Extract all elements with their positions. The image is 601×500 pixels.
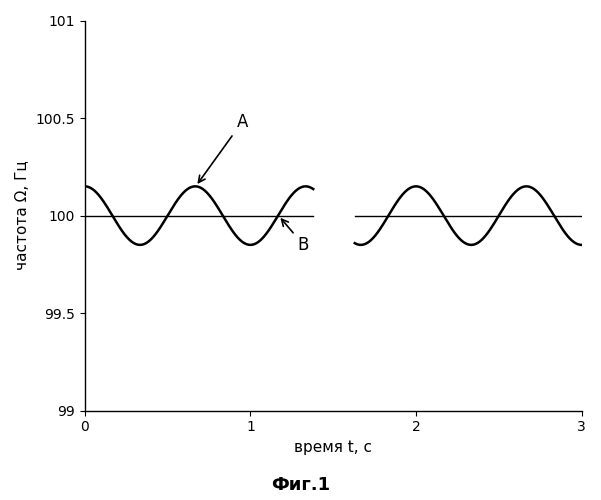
Text: A: A — [198, 113, 248, 182]
Text: B: B — [281, 219, 309, 254]
Text: Фиг.1: Фиг.1 — [271, 476, 330, 494]
X-axis label: время t, с: время t, с — [294, 440, 372, 455]
Y-axis label: частота Ω, Гц: частота Ω, Гц — [15, 160, 30, 270]
